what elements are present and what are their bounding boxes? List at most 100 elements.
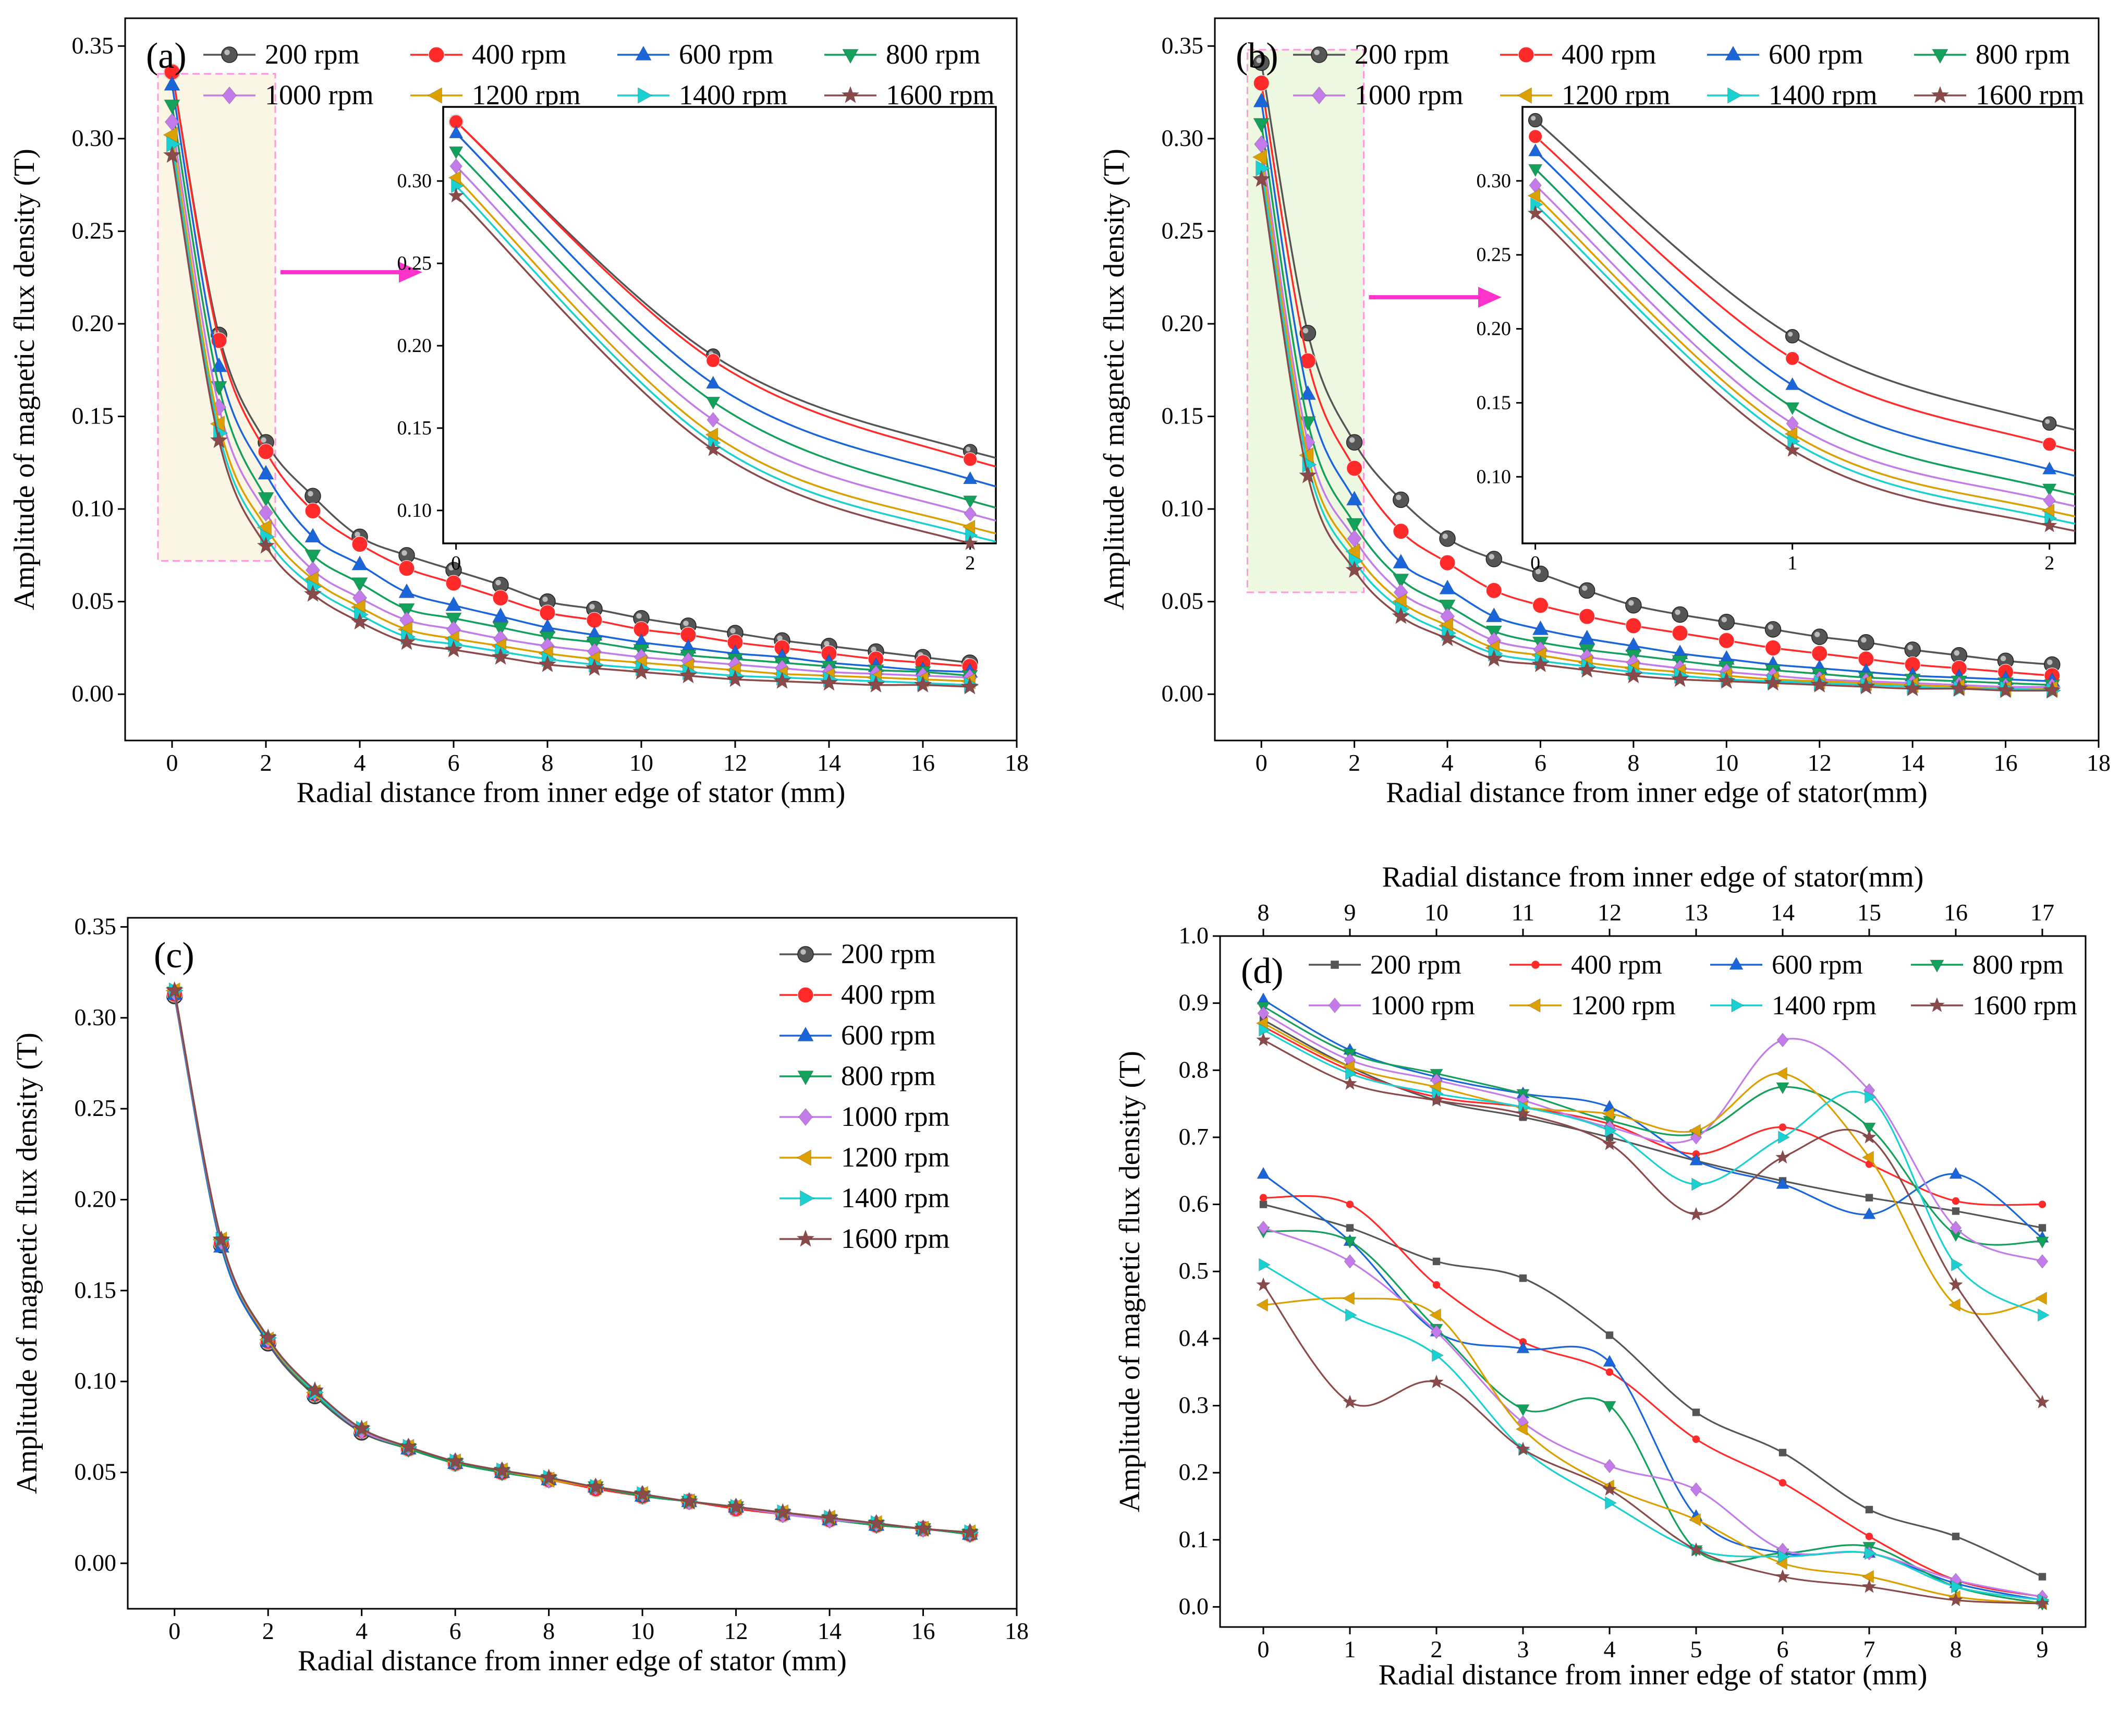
series-line-1200-rpm (1263, 1298, 2042, 1604)
y-tick-label: 0.20 (75, 1185, 117, 1212)
data-point-200-rpm (1866, 1506, 1873, 1513)
panel-label: (d) (1241, 951, 1284, 991)
legend-marker (1331, 961, 1339, 969)
inset-frame (443, 107, 996, 543)
x2-tick-label: 14 (1771, 899, 1795, 926)
data-point-200-rpm (1858, 635, 1874, 650)
data-point-200-rpm (1626, 598, 1641, 613)
legend-marker (800, 1191, 814, 1206)
legend-item-200-rpm: 200 rpm (203, 39, 360, 70)
legend-marker-shine (800, 949, 806, 955)
data-point-1600-rpm (1689, 1207, 1703, 1220)
x-tick-label: 14 (817, 749, 841, 776)
data-point-1400-rpm (1778, 1131, 1790, 1144)
legend-label: 400 rpm (1562, 39, 1656, 70)
x2-tick-label: 11 (1512, 899, 1534, 926)
legend-marker (798, 987, 813, 1003)
y-tick-label: 0.15 (1162, 403, 1204, 429)
legend-item-1600-rpm: 1600 rpm (1914, 79, 2085, 111)
data-point-1400-rpm (1952, 1258, 1963, 1271)
data-point-400-rpm (1719, 633, 1734, 648)
data-point-200-rpm-shine (542, 597, 548, 602)
data-point-400-rpm (706, 354, 720, 367)
x2-tick-label: 12 (1598, 899, 1622, 926)
legend-label: 1200 rpm (841, 1142, 950, 1173)
inset-y-tick-label: 0.10 (397, 500, 432, 521)
data-point-200-rpm (1779, 1449, 1786, 1456)
data-point-1400-rpm (1259, 1258, 1271, 1271)
data-point-200-rpm-shine (1396, 495, 1402, 501)
data-point-1600-rpm (1430, 1375, 1443, 1388)
y-tick-label: 0.10 (72, 495, 114, 521)
y-tick-label: 0.35 (1162, 32, 1204, 58)
legend-item-600-rpm: 600 rpm (779, 1019, 936, 1051)
y-axis-label: Amplitude of magnetic flux density (T) (1098, 149, 1130, 610)
x-tick-label: 2 (1348, 749, 1360, 776)
data-point-1000-rpm (1690, 1483, 1702, 1496)
data-point-400-rpm (587, 612, 602, 628)
legend-marker (1528, 999, 1540, 1012)
legend-label: 200 rpm (1355, 39, 1449, 70)
y-tick-label: 0.25 (72, 217, 114, 244)
zoom-arrow-head (1478, 287, 1502, 308)
y-tick-label: 0.20 (72, 310, 114, 336)
legend-marker (1932, 87, 1949, 103)
data-point-1200-rpm (1862, 1571, 1874, 1583)
data-point-1600-rpm (1949, 1278, 1963, 1291)
y-tick-label: 0.4 (1179, 1325, 1209, 1351)
x-tick-label: 16 (1994, 749, 2018, 776)
data-point-200-rpm-shine (1303, 328, 1309, 334)
data-point-400-rpm (305, 503, 321, 519)
x-axis-label: Radial distance from inner edge of stato… (1386, 776, 1928, 809)
data-point-200-rpm-shine (1489, 554, 1495, 560)
data-point-400-rpm (1779, 1479, 1786, 1486)
data-point-200-rpm (1346, 1224, 1354, 1231)
data-point-1200-rpm (2036, 1292, 2047, 1305)
data-point-200-rpm-shine (683, 621, 689, 626)
data-point-200-rpm (2039, 1224, 2046, 1231)
data-point-1000-rpm (1777, 1033, 1788, 1047)
data-point-200-rpm-shine (1907, 645, 1913, 650)
legend-marker (1311, 47, 1327, 63)
data-point-1600-rpm (586, 659, 603, 675)
series-line-1400-rpm (1263, 1265, 2042, 1600)
y-tick-label: 1.0 (1179, 922, 1209, 949)
x2-tick-label: 8 (1258, 899, 1270, 926)
data-point-1600-rpm (1776, 1570, 1789, 1583)
x-tick-label: 4 (354, 749, 366, 776)
data-point-400-rpm (446, 575, 461, 591)
data-point-1600-rpm (1257, 1033, 1270, 1046)
legend-label: 1000 rpm (1355, 79, 1464, 111)
legend-label: 1600 rpm (1972, 991, 2077, 1021)
legend-label: 1600 rpm (886, 79, 995, 111)
data-point-200-rpm-shine (1768, 624, 1774, 630)
legend-marker (798, 1027, 813, 1041)
data-point-200-rpm (1347, 434, 1362, 450)
y-tick-label: 0.5 (1179, 1257, 1209, 1284)
data-point-200-rpm-shine (730, 628, 736, 634)
data-point-200-rpm-shine (1628, 600, 1634, 606)
legend-label: 1600 rpm (841, 1223, 950, 1254)
legend-item-1200-rpm: 1200 rpm (410, 79, 581, 111)
legend-marker-shine (1314, 50, 1320, 55)
legend-label: 1400 rpm (679, 79, 788, 111)
data-point-400-rpm (1486, 582, 1502, 598)
y-tick-label: 0.00 (75, 1549, 117, 1576)
x-tick-label: 0 (166, 749, 178, 776)
data-point-1000-rpm (1258, 1221, 1269, 1234)
legend-marker (222, 47, 237, 63)
y-tick-label: 0.35 (75, 913, 117, 939)
data-point-200-rpm (2039, 1573, 2046, 1580)
legend-item-1600-rpm: 1600 rpm (1911, 991, 2077, 1021)
data-point-1600-rpm (680, 667, 697, 683)
data-point-200-rpm (1519, 1274, 1527, 1282)
data-point-1400-rpm (1605, 1497, 1617, 1509)
data-point-400-rpm (2043, 438, 2056, 451)
legend-item-400-rpm: 400 rpm (1500, 39, 1656, 70)
legend-label: 1600 rpm (1976, 79, 2085, 111)
legend-label: 800 rpm (1976, 39, 2070, 70)
data-point-400-rpm (1253, 75, 1269, 91)
x-tick-label: 12 (724, 1618, 748, 1644)
